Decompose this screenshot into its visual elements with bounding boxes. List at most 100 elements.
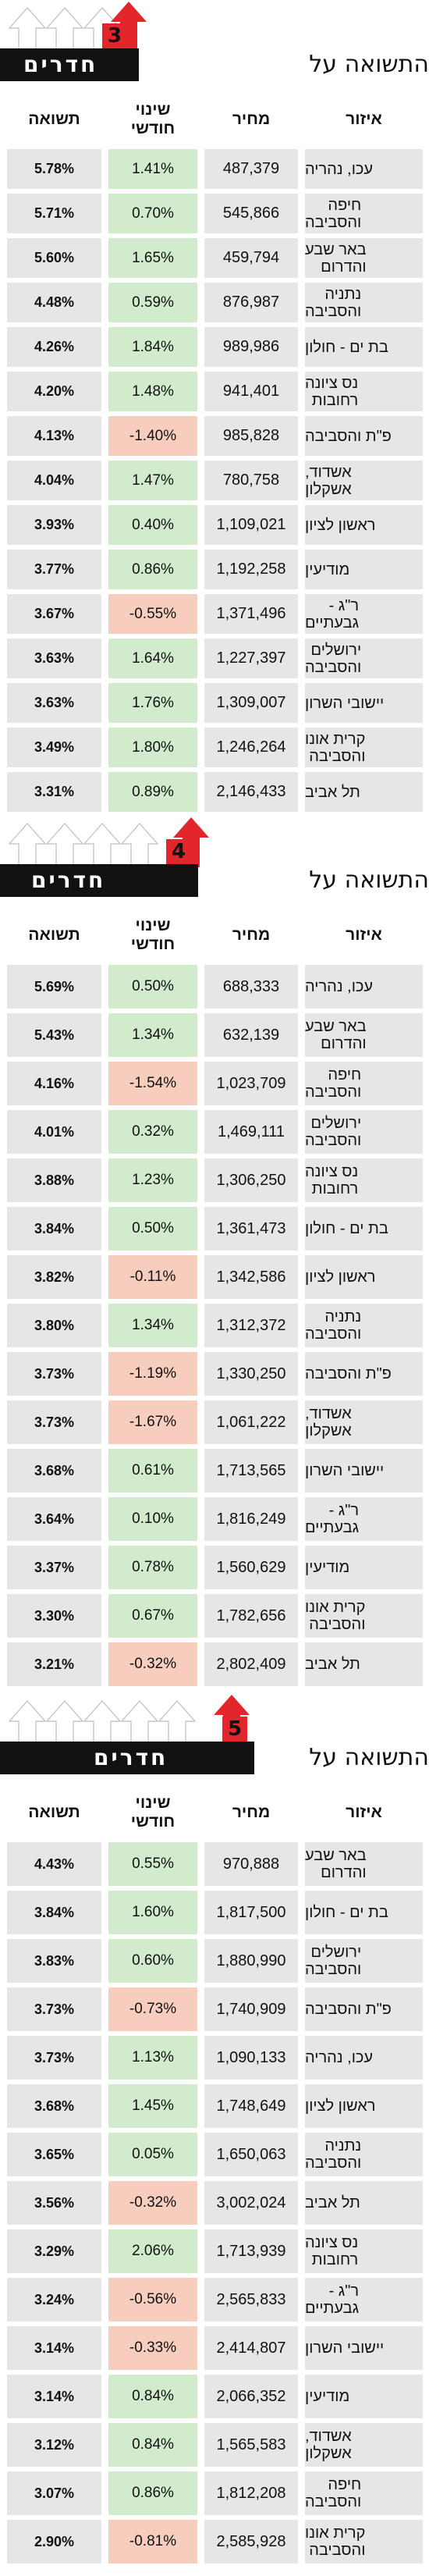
yield-cell: 4.01% <box>7 1110 101 1154</box>
yield-cell: 3.14% <box>7 2326 101 2370</box>
yield-cell: 5.60% <box>7 238 101 278</box>
area-cell: יישובי השרון <box>305 1449 423 1493</box>
table-row: באר שבע והדרום 459,794 1.65% 5.60% <box>0 236 429 280</box>
price-cell: 989,986 <box>204 327 298 367</box>
header-change: שינוי חודשי <box>130 1794 176 1831</box>
area-cell: תל אביב <box>305 2181 423 2225</box>
yield-cell: 3.73% <box>7 1352 101 1396</box>
price-cell: 1,812,208 <box>204 2471 298 2515</box>
yield-cell: 3.73% <box>7 1987 101 2031</box>
table-section-5-rooms: חדרים 5 התשואה על איזור מחיר שינוי חודשי… <box>0 1693 429 2576</box>
column-headers: איזור מחיר שינוי חודשי תשואה <box>0 908 429 962</box>
area-cell: נתניה והסביבה <box>305 1304 423 1347</box>
table-row: נתניה והסביבה 876,987 0.59% 4.48% <box>0 280 429 325</box>
title-bar: חדרים <box>0 1742 254 1774</box>
table-row: ר"ג - גבעתיים 2,565,833 -0.56% 3.24% <box>0 2275 429 2324</box>
yield-cell: 3.67% <box>7 594 101 634</box>
header-yield: תשואה <box>28 110 80 128</box>
monthly-change-cell: -0.81% <box>108 2520 197 2564</box>
yield-cell: 3.73% <box>7 2036 101 2080</box>
yield-cell: 3.84% <box>7 1891 101 1934</box>
yield-cell: 3.14% <box>7 2375 101 2418</box>
header-price: מחיר <box>232 926 271 944</box>
table-row: פ"ת והסביבה 1,330,250 -1.19% 3.73% <box>0 1350 429 1398</box>
table-row: תל אביב 2,146,433 0.89% 3.31% <box>0 770 429 814</box>
price-cell: 1,306,250 <box>204 1158 298 1202</box>
area-cell: עכו, נהריה <box>305 149 423 189</box>
yield-cell: 3.80% <box>7 1304 101 1347</box>
table-row: ירושלים והסביבה 1,880,990 0.60% 3.83% <box>0 1937 429 1985</box>
title-prefix: התשואה על <box>309 866 429 894</box>
price-cell: 1,061,222 <box>204 1400 298 1444</box>
price-cell: 1,740,909 <box>204 1987 298 2031</box>
yield-cell: 5.43% <box>7 1013 101 1057</box>
area-cell: נס ציונה רחובות <box>305 2229 423 2273</box>
table-row: נס ציונה רחובות 941,401 1.48% 4.20% <box>0 369 429 414</box>
rooms-number-badge: 3 <box>102 23 127 48</box>
table-row: בת ים - חולון 1,817,500 1.60% 3.84% <box>0 1888 429 1937</box>
rooms-number-badge: 5 <box>222 1717 247 1742</box>
monthly-change-cell: 1.84% <box>108 327 197 367</box>
monthly-change-cell: -0.32% <box>108 1642 197 1686</box>
area-cell: בת ים - חולון <box>305 1207 423 1251</box>
price-cell: 1,361,473 <box>204 1207 298 1251</box>
yield-cell: 3.64% <box>7 1497 101 1541</box>
area-cell: מודיעין <box>305 550 423 589</box>
yield-cell: 3.12% <box>7 2423 101 2467</box>
area-cell: ראשון לציון <box>305 1255 423 1299</box>
yield-cell: 4.48% <box>7 283 101 322</box>
price-cell: 2,565,833 <box>204 2278 298 2322</box>
yield-cell: 4.13% <box>7 416 101 456</box>
area-cell: בת ים - חולון <box>305 327 423 367</box>
monthly-change-cell: 1.64% <box>108 639 197 678</box>
price-cell: 1,192,258 <box>204 550 298 589</box>
area-cell: באר שבע והדרום <box>305 1013 423 1057</box>
monthly-change-cell: 0.86% <box>108 550 197 589</box>
monthly-change-cell: -0.55% <box>108 594 197 634</box>
monthly-change-cell: 1.80% <box>108 728 197 767</box>
yield-cell: 3.73% <box>7 1400 101 1444</box>
price-cell: 985,828 <box>204 416 298 456</box>
area-cell: ירושלים והסביבה <box>305 1110 423 1154</box>
price-cell: 2,585,928 <box>204 2520 298 2564</box>
table-row: ירושלים והסביבה 1,469,111 0.32% 4.01% <box>0 1108 429 1156</box>
monthly-change-cell: -1.67% <box>108 1400 197 1444</box>
monthly-change-cell: -0.11% <box>108 1255 197 1299</box>
table-section-3-rooms: חדרים 3 התשואה על איזור מחיר שינוי חודשי… <box>0 0 429 816</box>
table-row: מודיעין 1,192,258 0.86% 3.77% <box>0 547 429 592</box>
table-row: פ"ת והסביבה 1,740,909 -0.73% 3.73% <box>0 1985 429 2033</box>
table-row: תל אביב 2,802,409 -0.32% 3.21% <box>0 1640 429 1688</box>
rooms-label: חדרים <box>31 867 106 893</box>
monthly-change-cell: 0.78% <box>108 1546 197 1589</box>
table-row: נס ציונה רחובות 1,306,250 1.23% 3.88% <box>0 1156 429 1204</box>
table-row: קרית אונו והסביבה 1,782,656 0.67% 3.30% <box>0 1592 429 1640</box>
table-row: בת ים - חולון 989,986 1.84% 4.26% <box>0 325 429 369</box>
area-cell: קרית אונו והסביבה <box>305 728 423 767</box>
yield-cell: 5.71% <box>7 194 101 233</box>
area-cell: עכו, נהריה <box>305 2036 423 2080</box>
price-cell: 2,066,352 <box>204 2375 298 2418</box>
price-cell: 1,342,586 <box>204 1255 298 1299</box>
price-cell: 459,794 <box>204 238 298 278</box>
header-change: שינוי חודשי <box>130 916 176 953</box>
yield-cell: 4.16% <box>7 1062 101 1105</box>
price-cell: 1,880,990 <box>204 1939 298 1983</box>
price-cell: 688,333 <box>204 965 298 1009</box>
area-cell: קרית אונו והסביבה <box>305 2520 423 2564</box>
yield-cell: 3.21% <box>7 1642 101 1686</box>
area-cell: ראשון לציון <box>305 505 423 545</box>
monthly-change-cell: 0.05% <box>108 2133 197 2176</box>
table-row: ראשון לציון 1,109,021 0.40% 3.93% <box>0 503 429 547</box>
price-cell: 1,565,583 <box>204 2423 298 2467</box>
monthly-change-cell: 1.41% <box>108 149 197 189</box>
section-header: חדרים 4 התשואה על <box>0 816 429 908</box>
monthly-change-cell: 0.86% <box>108 2471 197 2515</box>
area-cell: עכו, נהריה <box>305 965 423 1009</box>
monthly-change-cell: 0.50% <box>108 965 197 1009</box>
table-row: נס ציונה רחובות 1,713,939 2.06% 3.29% <box>0 2227 429 2275</box>
area-cell: אשדוד, אשקלון <box>305 461 423 500</box>
red-up-arrow-icon <box>172 816 211 869</box>
area-cell: ר"ג - גבעתיים <box>305 594 423 634</box>
yield-cell: 3.65% <box>7 2133 101 2176</box>
area-cell: ראשון לציון <box>305 2084 423 2128</box>
